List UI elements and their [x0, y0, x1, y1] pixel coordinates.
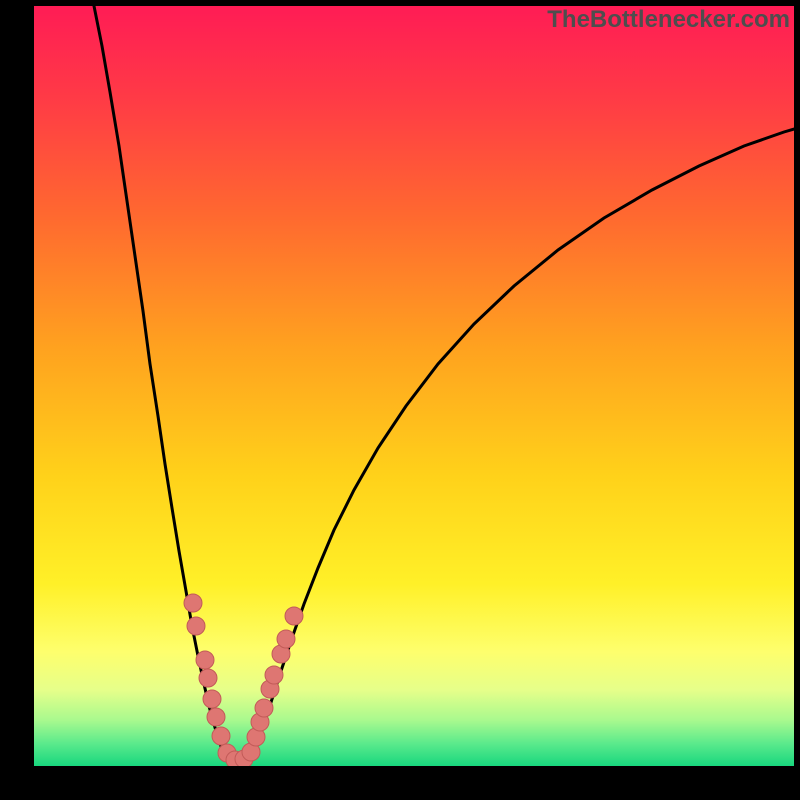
- marker-group: [184, 594, 303, 766]
- watermark-text: TheBottlenecker.com: [547, 6, 790, 34]
- data-marker: [203, 690, 221, 708]
- data-marker: [277, 630, 295, 648]
- bottleneck-curve-right: [256, 129, 794, 749]
- data-marker: [207, 708, 225, 726]
- plot-area: [34, 6, 794, 766]
- data-marker: [199, 669, 217, 687]
- bottleneck-curve-left: [94, 6, 222, 749]
- data-marker: [212, 727, 230, 745]
- chart-frame: TheBottlenecker.com: [0, 0, 800, 800]
- data-marker: [255, 699, 273, 717]
- curve-layer: [34, 6, 794, 766]
- data-marker: [265, 666, 283, 684]
- data-marker: [285, 607, 303, 625]
- data-marker: [184, 594, 202, 612]
- data-marker: [196, 651, 214, 669]
- data-marker: [187, 617, 205, 635]
